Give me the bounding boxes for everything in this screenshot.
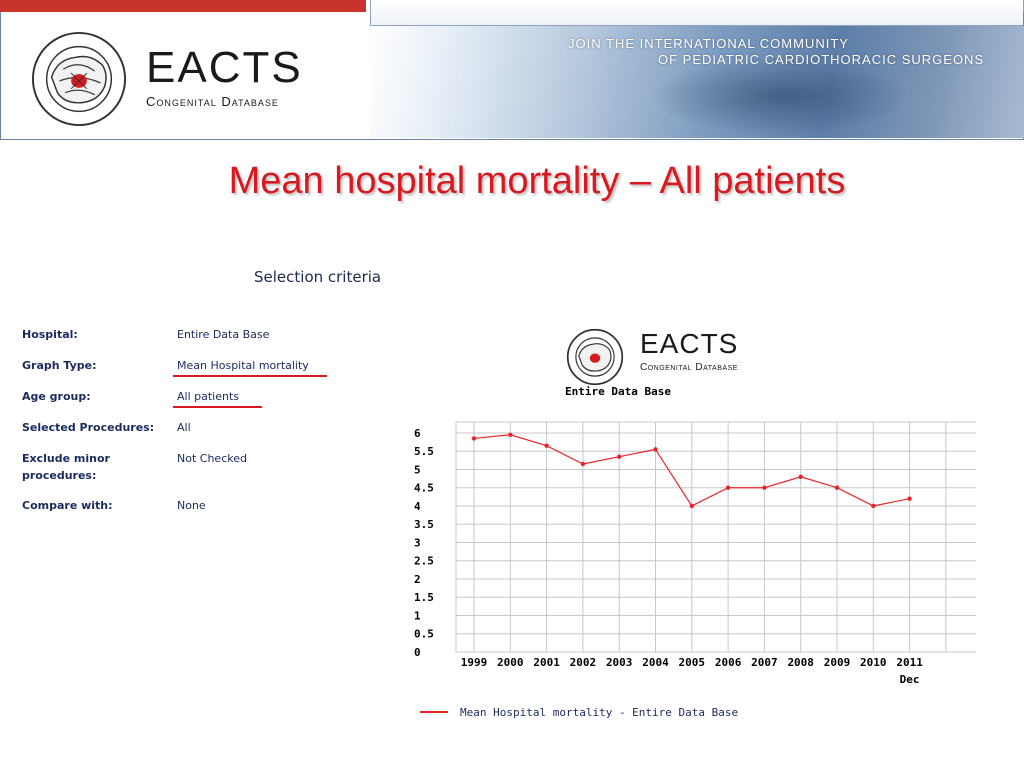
criteria-label: Compare with: [22, 499, 113, 512]
y-tick-label: 3 [414, 536, 421, 549]
data-point [617, 454, 622, 459]
slide-title: Mean hospital mortality – All patients [228, 160, 846, 202]
x-tick-extra-label: Dec [900, 673, 920, 686]
y-tick-label: 4 [414, 500, 421, 513]
tagline-line-2: of pediatric cardiothoracic surgeons [658, 52, 985, 67]
x-tick-label: 2008 [787, 656, 814, 669]
criteria-label: Selected Procedures: [22, 421, 155, 434]
eacts-emblem-icon [31, 31, 127, 127]
banner-top-bar [370, 0, 1024, 26]
criteria-row-exclude-minor: Exclude minor procedures: Not Checked [22, 446, 382, 493]
y-tick-label: 1 [414, 609, 421, 622]
x-tick-label: 2006 [715, 656, 742, 669]
data-point [907, 496, 912, 501]
criteria-row-age-group: Age group: All patients [22, 384, 382, 415]
x-tick-label: 2002 [570, 656, 597, 669]
x-tick-label: 1999 [461, 656, 488, 669]
highlight-underline [173, 375, 327, 377]
banner-red-strip [0, 0, 366, 12]
criteria-row-hospital: Hospital: Entire Data Base [22, 322, 382, 353]
logo-subtitle: Congenital Database [146, 94, 279, 109]
y-tick-label: 0 [414, 646, 421, 659]
y-tick-label: 0.5 [414, 628, 434, 641]
data-point [471, 436, 477, 441]
x-tick-label: 2003 [606, 656, 633, 669]
chart-logo-title: EACTS [640, 328, 739, 359]
x-tick-label: 2011 [896, 656, 923, 669]
highlight-underline [173, 406, 262, 408]
y-tick-label: 3.5 [414, 518, 434, 531]
x-tick-label: 2010 [860, 656, 887, 669]
chart-logo: EACTS Congenital Database [566, 328, 766, 386]
y-tick-label: 5.5 [414, 445, 434, 458]
x-tick-label: 2007 [751, 656, 778, 669]
data-point [653, 447, 658, 452]
banner-tagline: Join the international community of pedi… [568, 36, 1018, 68]
criteria-heading: Selection criteria [254, 268, 382, 286]
criteria-row-procedures: Selected Procedures: All [22, 415, 382, 446]
eacts-emblem-icon [566, 328, 624, 386]
criteria-value: Entire Data Base [177, 328, 270, 341]
data-point [689, 503, 694, 509]
y-tick-label: 4.5 [414, 482, 434, 495]
y-tick-label: 5 [414, 463, 421, 476]
data-point [834, 485, 840, 490]
data-point [725, 485, 731, 490]
criteria-label: Hospital: [22, 328, 78, 341]
data-point [871, 503, 876, 509]
criteria-table: Hospital: Entire Data Base Graph Type: M… [22, 322, 382, 524]
criteria-label: Graph Type: [22, 359, 97, 372]
chart-logo-subtitle: Congenital Database [640, 362, 738, 373]
legend-label: Mean Hospital mortality - Entire Data Ba… [460, 706, 738, 719]
tagline-line-1: Join the international community [568, 36, 849, 51]
criteria-value: Not Checked [177, 452, 247, 465]
x-tick-label: 2004 [642, 656, 669, 669]
criteria-value: All patients [177, 390, 240, 403]
header-banner: Join the international community of pedi… [0, 0, 1024, 140]
criteria-label: Age group: [22, 390, 91, 403]
y-tick-label: 6 [414, 427, 421, 440]
line-chart: 0 0.5 1 1.5 2 2.5 3 3.5 4 4.5 5 5.5 6 1999 2000 2001 200… [414, 421, 976, 719]
x-tick-label: 2009 [824, 656, 851, 669]
x-tick-label: 2005 [679, 656, 706, 669]
data-point [580, 461, 586, 467]
surgery-photo [370, 26, 1024, 138]
criteria-row-graph-type: Graph Type: Mean Hospital mortality [22, 353, 382, 384]
data-point [544, 443, 549, 448]
x-tick-label: 2001 [533, 656, 560, 669]
criteria-row-compare-with: Compare with: None [22, 493, 382, 524]
x-tick-label: 2000 [497, 656, 524, 669]
criteria-value: Mean Hospital mortality [177, 359, 309, 372]
criteria-value: All [177, 421, 191, 434]
data-point [798, 474, 803, 479]
data-point [762, 485, 767, 490]
y-tick-label: 2 [414, 573, 421, 586]
y-tick-label: 2.5 [414, 555, 434, 568]
data-point [508, 432, 513, 437]
criteria-label: Exclude minor procedures: [22, 452, 110, 482]
logo-title: EACTS [146, 43, 303, 92]
chart-title: Entire Data Base [565, 385, 671, 398]
criteria-value: None [177, 499, 206, 512]
y-tick-label: 1.5 [414, 591, 434, 604]
